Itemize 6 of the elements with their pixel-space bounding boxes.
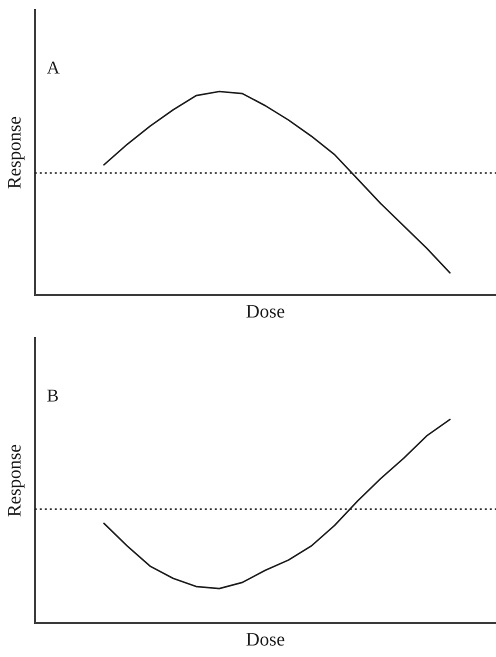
text: A <box>46 58 60 78</box>
x-axis-title: Dose <box>246 302 285 323</box>
text: B <box>46 386 59 406</box>
y-axis-title: Response <box>4 116 26 190</box>
y-axis-title: Response <box>4 444 26 518</box>
x-axis-title: Dose <box>246 630 285 651</box>
